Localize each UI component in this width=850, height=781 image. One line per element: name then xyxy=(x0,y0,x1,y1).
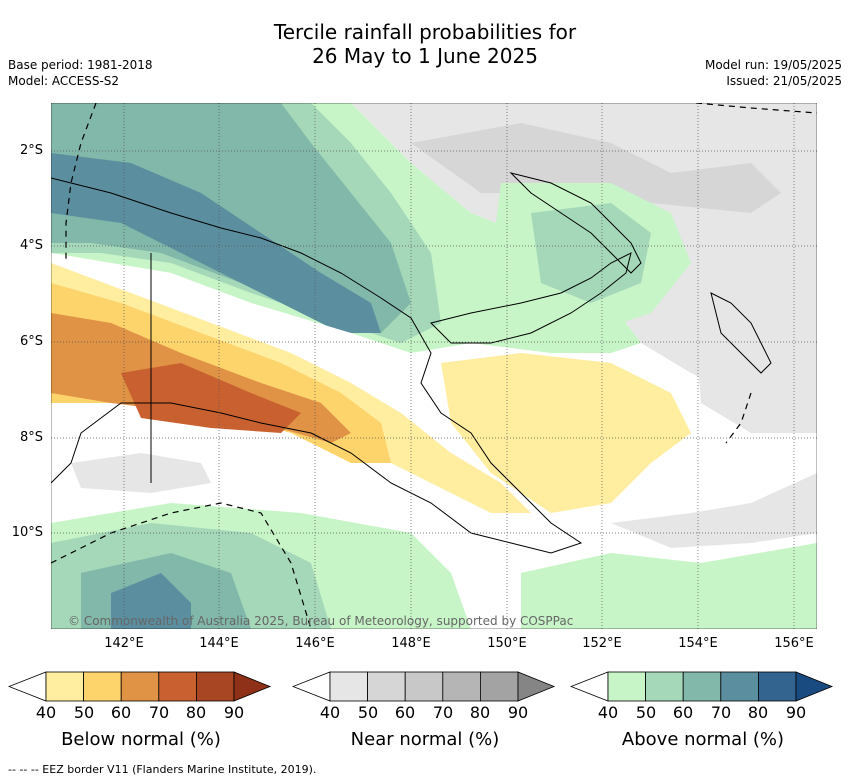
legend-tick: 90 xyxy=(507,703,529,722)
colorbar-max-extend xyxy=(233,671,272,702)
legend-below-normal-label: Below normal (%) xyxy=(61,729,221,750)
colorbar-segment xyxy=(720,671,759,702)
below-normal-80-band xyxy=(121,363,301,433)
lon-label-156e: 156°E xyxy=(774,636,814,651)
eez-border-east xyxy=(695,103,817,444)
meta-left: Base period: 1981-2018 Model: ACCESS-S2 xyxy=(8,57,153,89)
colorbar-max-extend xyxy=(517,671,556,702)
colorbar-min-extend xyxy=(569,671,609,702)
colorbar-segment xyxy=(367,671,406,702)
colorbar-segment xyxy=(404,671,444,702)
above-normal-southeast xyxy=(521,543,817,629)
legend-near-normal-label: Near normal (%) xyxy=(350,729,500,750)
colorbar-segment xyxy=(607,671,646,702)
legend-near-normal-colorbar xyxy=(291,671,556,702)
legend-below-normal: 40 50 60 70 80 90 Below normal (%) xyxy=(7,671,274,761)
colorbar-segment xyxy=(329,671,368,702)
rainfall-map: © Commonwealth of Australia 2025, Bureau… xyxy=(51,103,817,629)
colorbar-min-extend xyxy=(291,671,331,702)
colorbar-segment xyxy=(682,671,722,702)
lon-label-152e: 152°E xyxy=(582,636,622,651)
base-period: Base period: 1981-2018 xyxy=(8,58,153,72)
legend-tick: 40 xyxy=(319,703,341,722)
colorbar-min-extend xyxy=(7,671,47,702)
legend-tick: 40 xyxy=(35,703,57,722)
legend-tick: 50 xyxy=(357,703,379,722)
legend-above-normal-colorbar xyxy=(569,671,834,702)
legend-tick: 80 xyxy=(747,703,769,722)
lat-label-4s: 4°S xyxy=(19,238,43,253)
above-normal-60-islands xyxy=(531,203,651,303)
lon-label-154e: 154°E xyxy=(678,636,718,651)
legend-tick: 60 xyxy=(672,703,694,722)
legend-tick: 50 xyxy=(635,703,657,722)
colorbar-segment xyxy=(479,671,519,702)
legend-tick: 90 xyxy=(223,703,245,722)
meta-right: Model run: 19/05/2025 Issued: 21/05/2025 xyxy=(705,57,842,89)
colorbar-segment xyxy=(45,671,84,702)
colorbar-max-extend xyxy=(795,671,834,702)
legend-above-normal-label: Above normal (%) xyxy=(621,729,785,750)
title-line-1: Tercile rainfall probabilities for xyxy=(273,20,577,44)
model-run: Model run: 19/05/2025 xyxy=(704,58,842,72)
map-copyright: © Commonwealth of Australia 2025, Bureau… xyxy=(68,614,573,628)
below-normal-50-east xyxy=(441,353,691,513)
above-normal-southwest-80 xyxy=(111,573,191,629)
legend-tick: 80 xyxy=(469,703,491,722)
near-normal-region-east xyxy=(691,273,817,433)
legend-tick: 80 xyxy=(185,703,207,722)
lat-label-8s: 8°S xyxy=(19,430,43,445)
map-gridlines xyxy=(51,103,817,629)
title-line-2: 26 May to 1 June 2025 xyxy=(312,44,538,68)
legend-tick: 60 xyxy=(110,703,132,722)
legend-below-normal-colorbar xyxy=(7,671,272,702)
colorbar-segment xyxy=(757,671,797,702)
legend-tick: 70 xyxy=(148,703,170,722)
bougainville-coastline xyxy=(710,292,772,374)
legend-tick: 70 xyxy=(432,703,454,722)
model-name: Model: ACCESS-S2 xyxy=(8,74,120,88)
colorbar-segment xyxy=(120,671,160,702)
eez-border-west xyxy=(65,103,97,263)
colorbar-segment xyxy=(442,671,481,702)
lon-label-150e: 150°E xyxy=(487,636,527,651)
lat-label-2s: 2°S xyxy=(19,143,43,158)
above-normal-80-region xyxy=(51,153,381,333)
issued-date: Issued: 21/05/2025 xyxy=(726,74,842,88)
legend-tick: 40 xyxy=(597,703,619,722)
lon-label-148e: 148°E xyxy=(391,636,431,651)
eez-footnote: -- -- -- EEZ border V11 (Flanders Marine… xyxy=(8,763,317,776)
lon-label-142e: 142°E xyxy=(104,636,144,651)
lat-label-10s: 10°S xyxy=(11,525,43,540)
colorbar-segment xyxy=(645,671,684,702)
new-britain-coastline xyxy=(430,252,632,344)
legend-near-normal: 40 50 60 70 80 90 Near normal (%) xyxy=(291,671,558,761)
colorbar-segment xyxy=(158,671,197,702)
near-normal-southeast xyxy=(611,473,817,548)
lat-label-6s: 6°S xyxy=(19,334,43,349)
legend-above-normal: 40 50 60 70 80 90 Above normal (%) xyxy=(569,671,836,761)
legend-tick: 60 xyxy=(394,703,416,722)
legend-tick: 70 xyxy=(710,703,732,722)
lon-label-144e: 144°E xyxy=(199,636,239,651)
legend-tick: 50 xyxy=(73,703,95,722)
new-ireland-coastline xyxy=(509,172,642,274)
colorbar-segment xyxy=(195,671,235,702)
new-guinea-coastline xyxy=(51,177,583,554)
legend-tick: 90 xyxy=(785,703,807,722)
page-title: Tercile rainfall probabilities for 26 Ma… xyxy=(0,20,850,68)
near-normal-southwest-patch xyxy=(71,453,211,493)
colorbar-segment xyxy=(83,671,122,702)
lon-label-146e: 146°E xyxy=(295,636,335,651)
